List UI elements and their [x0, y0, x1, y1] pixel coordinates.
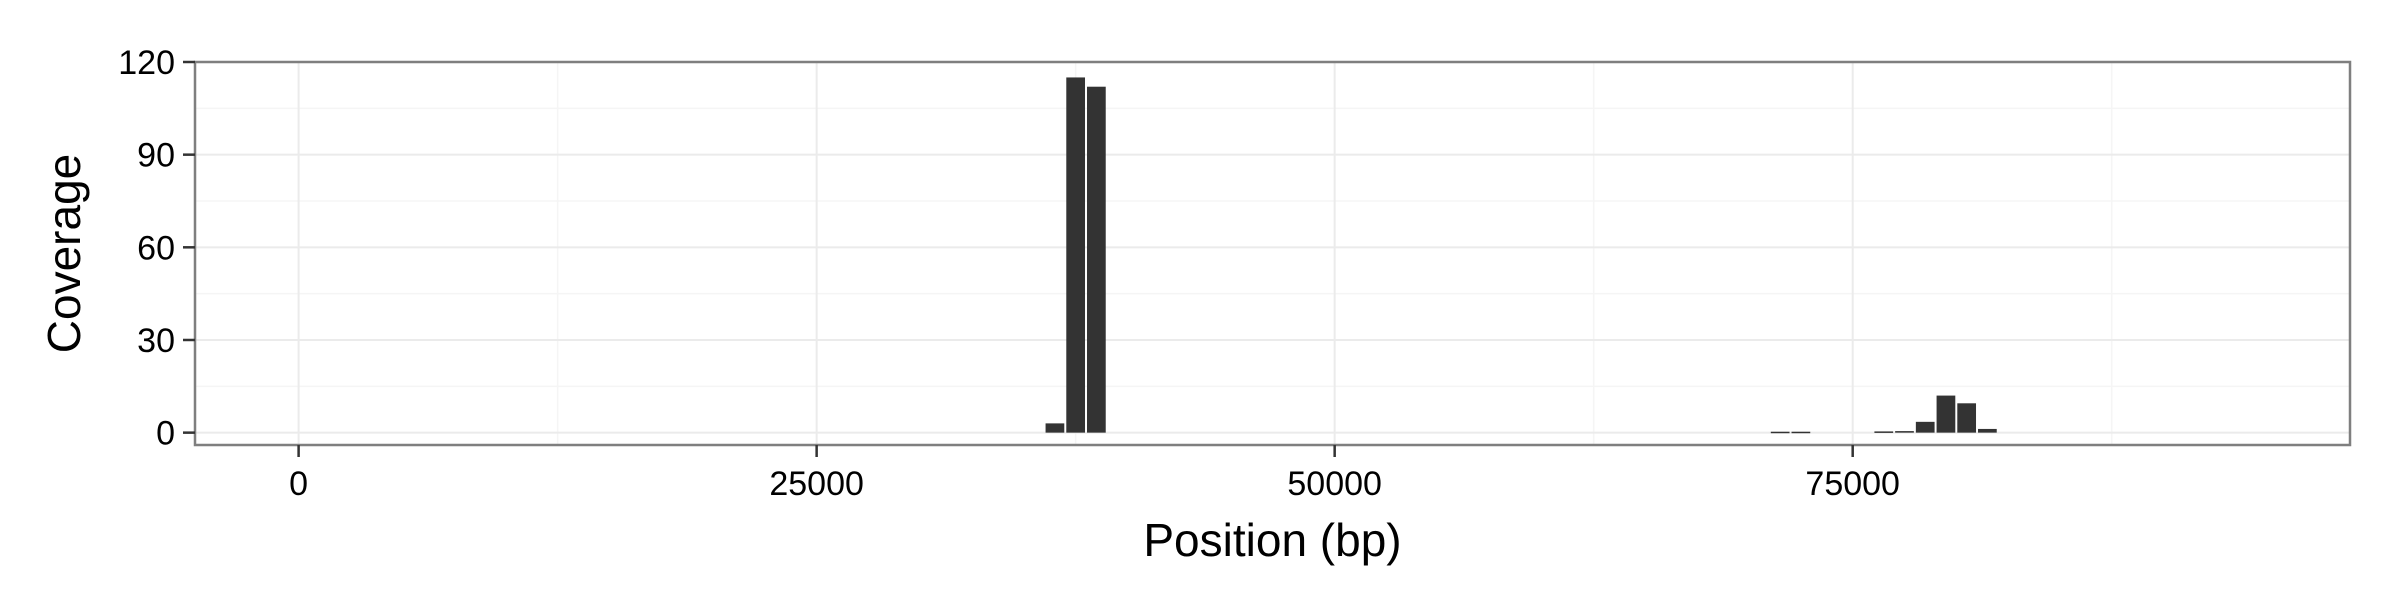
x-tick-label: 25000 — [769, 465, 864, 503]
coverage-bar — [1791, 431, 1811, 434]
x-axis: 0 25000 50000 75000 — [289, 445, 1900, 503]
y-tick-label: 30 — [137, 322, 175, 360]
coverage-bar — [1915, 421, 1935, 433]
y-axis: 0 30 60 90 120 — [118, 44, 195, 453]
coverage-bar — [1978, 428, 1997, 433]
coverage-bar — [1045, 423, 1065, 433]
coverage-bar — [1957, 403, 1977, 433]
coverage-bar — [1895, 431, 1914, 433]
coverage-bar — [1936, 395, 1956, 433]
y-tick-label: 90 — [137, 137, 175, 175]
coverage-bar — [1066, 77, 1086, 433]
y-tick-label: 60 — [137, 229, 175, 267]
x-tick-label: 75000 — [1805, 465, 1900, 503]
x-tick-label: 0 — [289, 465, 308, 503]
minor-gridlines — [195, 62, 2350, 445]
y-axis-title: Coverage — [38, 154, 90, 353]
x-tick-label: 50000 — [1287, 465, 1382, 503]
y-tick-label: 120 — [118, 44, 175, 82]
coverage-bars — [1045, 77, 1997, 434]
coverage-bar — [1087, 86, 1106, 433]
plot-panel-border — [193, 60, 2352, 447]
coverage-bar — [1874, 431, 1894, 433]
major-gridlines — [195, 61, 2350, 445]
y-tick-label: 0 — [156, 415, 175, 453]
x-axis-title: Position (bp) — [1143, 514, 1401, 566]
coverage-bar — [1770, 431, 1790, 434]
